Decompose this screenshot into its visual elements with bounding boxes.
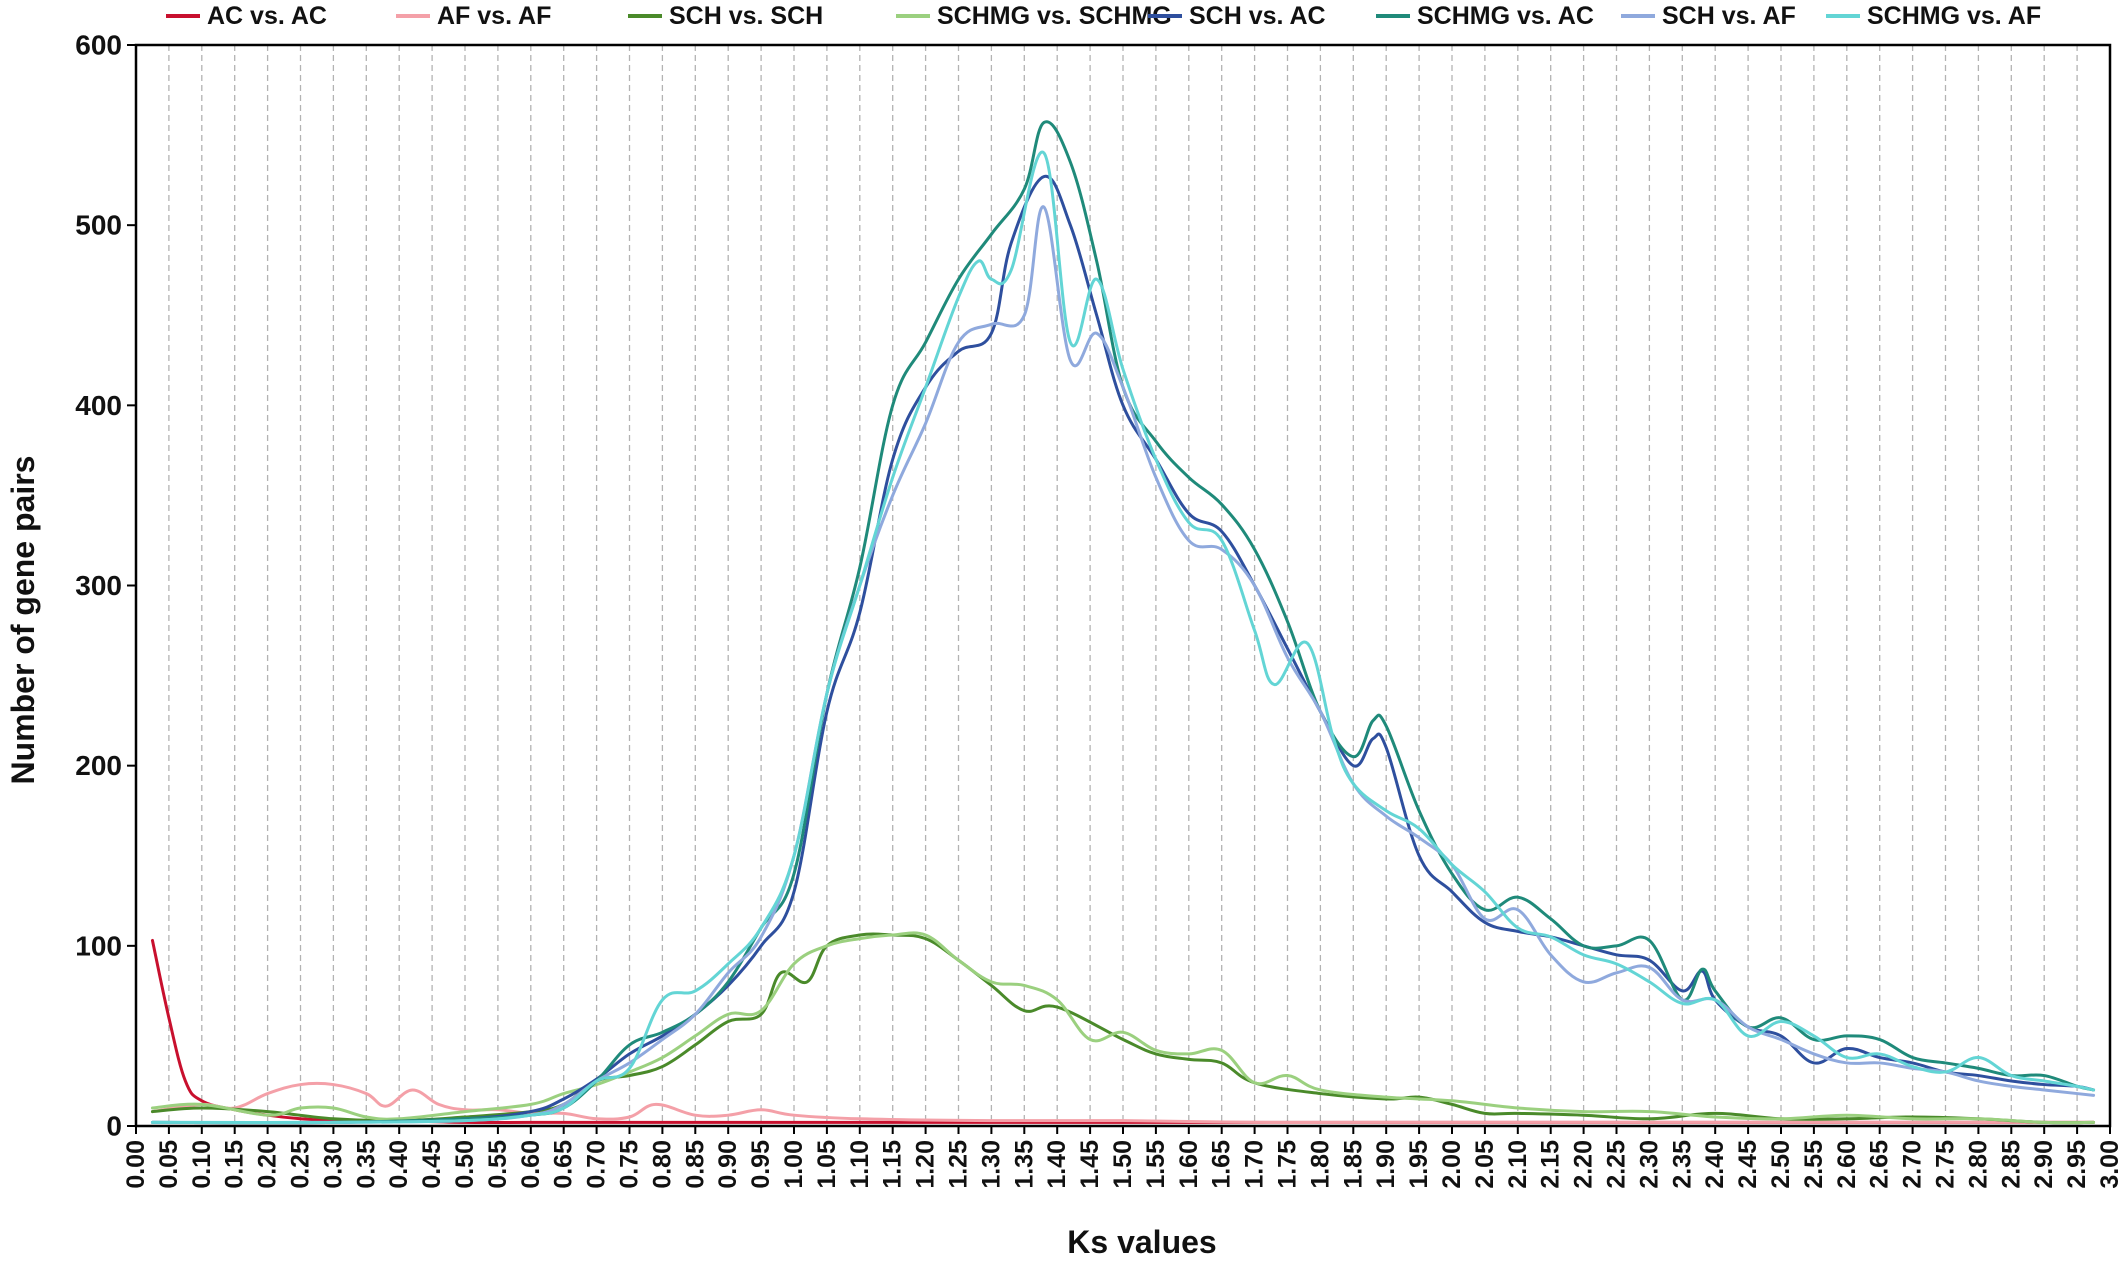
x-axis-title: Ks values [1067, 1224, 1216, 1260]
x-tick-label: 0.15 [221, 1140, 249, 1189]
x-tick-label: 1.55 [1142, 1140, 1170, 1189]
series-line-6 [150, 120, 2096, 1125]
y-tick-label: 200 [75, 750, 122, 781]
x-tick-label: 1.10 [846, 1140, 874, 1189]
legend-label: AF vs. AF [437, 2, 551, 30]
x-tick-label: 0.85 [681, 1140, 709, 1189]
y-tick-label: 400 [75, 390, 122, 421]
x-tick-label: 1.00 [780, 1140, 808, 1189]
x-tick-label: 2.55 [1800, 1140, 1828, 1189]
x-tick-label: 0.30 [319, 1140, 347, 1189]
x-tick-label: 1.65 [1208, 1140, 1236, 1189]
x-tick-label: 0.00 [122, 1140, 150, 1189]
y-tick-label: 300 [75, 570, 122, 601]
x-tick-label: 2.45 [1734, 1140, 1762, 1189]
series-line-7 [150, 205, 2096, 1125]
x-tick-label: 2.05 [1471, 1140, 1499, 1189]
x-tick-label: 2.60 [1833, 1140, 1861, 1189]
x-tick-label: 2.15 [1537, 1140, 1565, 1189]
legend-label: SCHMG vs. SCHMG [937, 2, 1172, 30]
x-tick-label: 2.10 [1504, 1140, 1532, 1189]
series-line-4 [150, 931, 2096, 1125]
x-tick-label: 2.95 [2063, 1140, 2091, 1189]
x-tick-label: 1.80 [1306, 1140, 1334, 1189]
x-tick-label: 1.50 [1109, 1140, 1137, 1189]
x-tick-label: 1.20 [912, 1140, 940, 1189]
x-tick-label: 0.25 [287, 1140, 315, 1189]
x-tick-label: 1.85 [1339, 1140, 1367, 1189]
x-tick-label: 0.50 [451, 1140, 479, 1189]
x-tick-label: 0.95 [747, 1140, 775, 1189]
x-tick-label: 0.90 [714, 1140, 742, 1189]
x-tick-label: 2.40 [1701, 1140, 1729, 1189]
x-tick-label: 1.95 [1405, 1140, 1433, 1189]
x-tick-label: 2.80 [1964, 1140, 1992, 1189]
y-tick-label: 600 [75, 30, 122, 61]
y-tick-label: 500 [75, 210, 122, 241]
x-tick-label: 0.35 [352, 1140, 380, 1189]
grid [168, 45, 2078, 1126]
x-tick-label: 3.00 [2096, 1140, 2124, 1189]
x-tick-label: 2.70 [1899, 1140, 1927, 1189]
axes: 0.00 0.05 0.10 0.15 0.20 0.25 0.30 0.35 0.40 0.45… [75, 30, 2124, 1189]
series-line-2 [150, 1081, 2096, 1125]
x-tick-label: 1.40 [1043, 1140, 1071, 1189]
legend-label: SCH vs. AF [1662, 2, 1796, 30]
x-tick-label: 0.70 [583, 1140, 611, 1189]
series-lines [150, 120, 2096, 1125]
x-tick-label: 0.20 [254, 1140, 282, 1189]
legend-label: SCHMG vs. AC [1417, 2, 1594, 30]
x-tick-label: 1.30 [977, 1140, 1005, 1189]
x-tick-label: 1.15 [879, 1140, 907, 1189]
x-tick-label: 1.60 [1175, 1140, 1203, 1189]
x-tick-label: 0.65 [550, 1140, 578, 1189]
x-tick-label: 0.10 [188, 1140, 216, 1189]
x-tick-label: 0.60 [517, 1140, 545, 1189]
legend-label: AC vs. AC [207, 2, 327, 30]
x-tick-label: 1.25 [945, 1140, 973, 1189]
y-axis-title: Number of gene pairs [5, 456, 41, 785]
y-tick-label: 100 [75, 930, 122, 961]
x-tick-label: 2.20 [1570, 1140, 1598, 1189]
x-tick-label: 2.65 [1866, 1140, 1894, 1189]
x-tick-label: 0.05 [155, 1140, 183, 1189]
series-line-8 [150, 150, 2096, 1125]
x-tick-label: 1.70 [1241, 1140, 1269, 1189]
legend-label: SCHMG vs. AF [1867, 2, 2041, 30]
x-tick-label: 1.45 [1076, 1140, 1104, 1189]
x-tick-label: 2.00 [1438, 1140, 1466, 1189]
x-tick-label: 2.75 [1932, 1140, 1960, 1189]
x-tick-label: 2.85 [1997, 1140, 2025, 1189]
x-tick-label: 2.25 [1603, 1140, 1631, 1189]
x-tick-label: 2.50 [1767, 1140, 1795, 1189]
x-tick-label: 1.35 [1010, 1140, 1038, 1189]
x-tick-label: 0.75 [616, 1140, 644, 1189]
x-tick-label: 0.55 [484, 1140, 512, 1189]
x-tick-label: 0.45 [418, 1140, 446, 1189]
legend: AC vs. AC AF vs. AF SCH vs. SCH SCHMG vs. S… [166, 2, 2041, 30]
y-tick-label: 0 [106, 1111, 122, 1142]
x-tick-label: 1.90 [1372, 1140, 1400, 1189]
x-tick-label: 1.05 [813, 1140, 841, 1189]
x-tick-label: 2.35 [1668, 1140, 1696, 1189]
x-tick-label: 0.40 [385, 1140, 413, 1189]
x-tick-label: 2.30 [1635, 1140, 1663, 1189]
legend-label: SCH vs. AC [1189, 2, 1326, 30]
x-tick-label: 0.80 [648, 1140, 676, 1189]
legend-label: SCH vs. SCH [669, 2, 823, 30]
x-tick-label: 2.90 [2030, 1140, 2058, 1189]
x-tick-label: 1.75 [1274, 1140, 1302, 1189]
